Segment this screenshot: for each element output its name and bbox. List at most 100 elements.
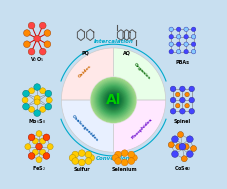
Circle shape <box>169 42 173 46</box>
Circle shape <box>191 146 197 152</box>
Circle shape <box>28 134 35 141</box>
Circle shape <box>40 88 46 94</box>
Circle shape <box>104 90 123 110</box>
Circle shape <box>44 30 51 36</box>
Circle shape <box>93 80 134 120</box>
Circle shape <box>28 48 35 55</box>
Circle shape <box>128 158 135 164</box>
Circle shape <box>183 144 189 150</box>
Circle shape <box>28 22 35 29</box>
Circle shape <box>176 50 181 54</box>
Text: Sulfur: Sulfur <box>74 167 90 172</box>
Circle shape <box>44 41 51 48</box>
Circle shape <box>175 92 180 97</box>
Circle shape <box>128 151 135 158</box>
Circle shape <box>69 154 76 161</box>
Circle shape <box>176 144 182 150</box>
Circle shape <box>79 159 85 166</box>
Circle shape <box>112 154 119 161</box>
Circle shape <box>175 103 180 108</box>
Circle shape <box>88 154 94 161</box>
Circle shape <box>24 30 30 36</box>
Circle shape <box>189 108 195 114</box>
Text: AQ: AQ <box>123 50 131 55</box>
Circle shape <box>168 142 174 148</box>
Circle shape <box>180 97 185 103</box>
Wedge shape <box>114 100 166 152</box>
Circle shape <box>43 134 50 141</box>
Circle shape <box>40 149 46 155</box>
Circle shape <box>172 151 178 157</box>
Circle shape <box>185 103 189 108</box>
Circle shape <box>72 151 79 158</box>
Circle shape <box>47 144 53 150</box>
Text: Intercalation: Intercalation <box>94 39 133 44</box>
Circle shape <box>34 95 40 101</box>
Circle shape <box>184 27 188 32</box>
Circle shape <box>191 35 196 39</box>
Circle shape <box>32 138 38 144</box>
Circle shape <box>187 136 193 143</box>
Circle shape <box>23 90 29 97</box>
Text: Oxides: Oxides <box>78 64 93 79</box>
Circle shape <box>23 103 29 110</box>
Circle shape <box>107 94 120 107</box>
Circle shape <box>184 35 188 39</box>
Circle shape <box>34 110 40 116</box>
Circle shape <box>115 151 121 158</box>
Wedge shape <box>61 48 114 100</box>
Circle shape <box>32 149 38 155</box>
Circle shape <box>85 158 92 164</box>
Circle shape <box>96 82 131 118</box>
Circle shape <box>121 159 128 166</box>
Circle shape <box>191 42 196 46</box>
Circle shape <box>91 78 136 122</box>
Text: FeS$_2$: FeS$_2$ <box>32 164 46 173</box>
Circle shape <box>176 27 181 32</box>
Circle shape <box>28 153 35 159</box>
Text: V$_2$O$_5$: V$_2$O$_5$ <box>30 56 44 64</box>
Circle shape <box>45 90 52 97</box>
Circle shape <box>180 108 185 114</box>
Circle shape <box>101 88 126 112</box>
Circle shape <box>179 143 186 150</box>
Circle shape <box>172 136 178 143</box>
Circle shape <box>178 132 183 138</box>
Circle shape <box>106 92 121 108</box>
Text: CoSe$_2$: CoSe$_2$ <box>174 164 191 173</box>
Text: Phosphides: Phosphides <box>130 117 153 140</box>
Circle shape <box>115 158 121 164</box>
Wedge shape <box>114 48 166 100</box>
Circle shape <box>85 151 92 158</box>
Circle shape <box>24 41 30 48</box>
Circle shape <box>46 97 52 103</box>
Circle shape <box>180 86 185 92</box>
Circle shape <box>181 156 187 162</box>
Text: Al: Al <box>106 93 121 107</box>
Circle shape <box>40 138 46 144</box>
FancyBboxPatch shape <box>15 0 212 189</box>
Circle shape <box>40 106 46 112</box>
Circle shape <box>72 158 79 164</box>
Circle shape <box>110 97 117 103</box>
Circle shape <box>22 97 28 103</box>
Circle shape <box>94 81 133 119</box>
Circle shape <box>191 50 196 54</box>
Circle shape <box>189 97 195 103</box>
Circle shape <box>34 99 40 105</box>
Circle shape <box>105 91 122 109</box>
Circle shape <box>36 143 42 150</box>
Circle shape <box>97 83 130 117</box>
Circle shape <box>170 97 176 103</box>
Circle shape <box>189 86 195 92</box>
Text: PQ: PQ <box>82 50 89 55</box>
Circle shape <box>34 35 40 42</box>
Circle shape <box>45 103 52 110</box>
Circle shape <box>39 48 46 55</box>
Circle shape <box>121 150 128 156</box>
Circle shape <box>100 87 127 113</box>
Circle shape <box>170 86 176 92</box>
Text: Mo$_6$S$_8$: Mo$_6$S$_8$ <box>28 117 46 126</box>
Circle shape <box>131 154 137 161</box>
Circle shape <box>36 131 42 137</box>
